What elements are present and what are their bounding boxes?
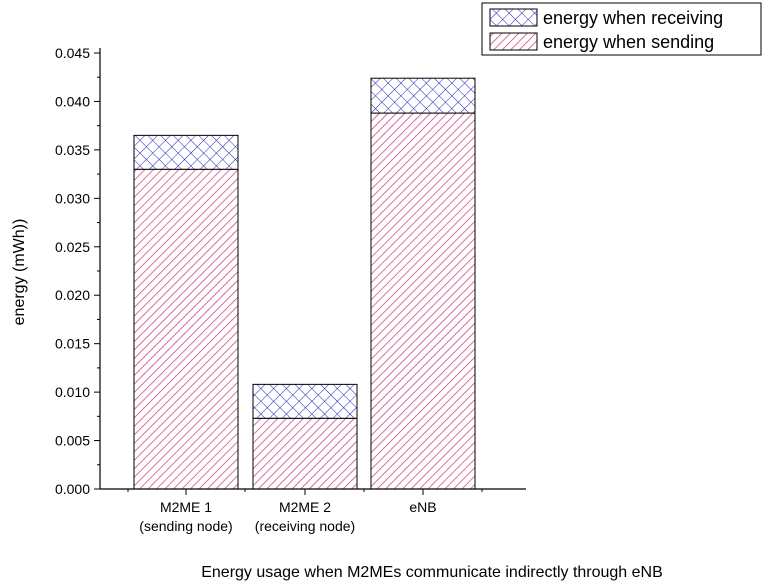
- y-tick-label: 0.010: [55, 384, 90, 400]
- x-category-label: M2ME 1: [160, 499, 212, 515]
- y-tick-label: 0.045: [55, 45, 90, 61]
- x-category-label: (receiving node): [255, 518, 355, 534]
- y-tick-label: 0.015: [55, 336, 90, 352]
- bar-segment-sending-1: [133, 168, 239, 490]
- bar-segment-sending-3: [370, 112, 476, 490]
- legend-swatch-receiving: [489, 8, 538, 27]
- bars-layer: [133, 77, 476, 490]
- y-tick-label: 0.030: [55, 190, 90, 206]
- bar-segment-sending-2: [252, 417, 358, 490]
- legend-label-receiving: energy when receiving: [543, 8, 723, 28]
- legend: energy when receiving energy when sending: [481, 2, 762, 56]
- x-category-label: (sending node): [139, 518, 232, 534]
- y-tick-label: 0.040: [55, 93, 90, 109]
- bar-segment-receiving-2: [252, 383, 358, 419]
- x-category-label: M2ME 2: [279, 499, 331, 515]
- x-axis-title: Energy usage when M2MEs communicate indi…: [201, 564, 663, 581]
- x-category-label: eNB: [409, 499, 436, 515]
- y-tick-label: 0.025: [55, 239, 90, 255]
- y-tick-label: 0.000: [55, 481, 90, 497]
- bar-segment-receiving-1: [133, 134, 239, 170]
- y-tick-label: 0.005: [55, 433, 90, 449]
- axes-layer: 0.000 0.005 0.010 0.015 0.020 0.025 0.030 0.035…: [55, 45, 526, 534]
- y-tick-label: 0.035: [55, 142, 90, 158]
- y-axis-title: energy (mWh)): [11, 219, 28, 326]
- bar-segment-receiving-3: [370, 77, 476, 114]
- legend-label-sending: energy when sending: [543, 32, 714, 52]
- y-tick-label: 0.020: [55, 287, 90, 303]
- legend-swatch-sending: [489, 32, 538, 51]
